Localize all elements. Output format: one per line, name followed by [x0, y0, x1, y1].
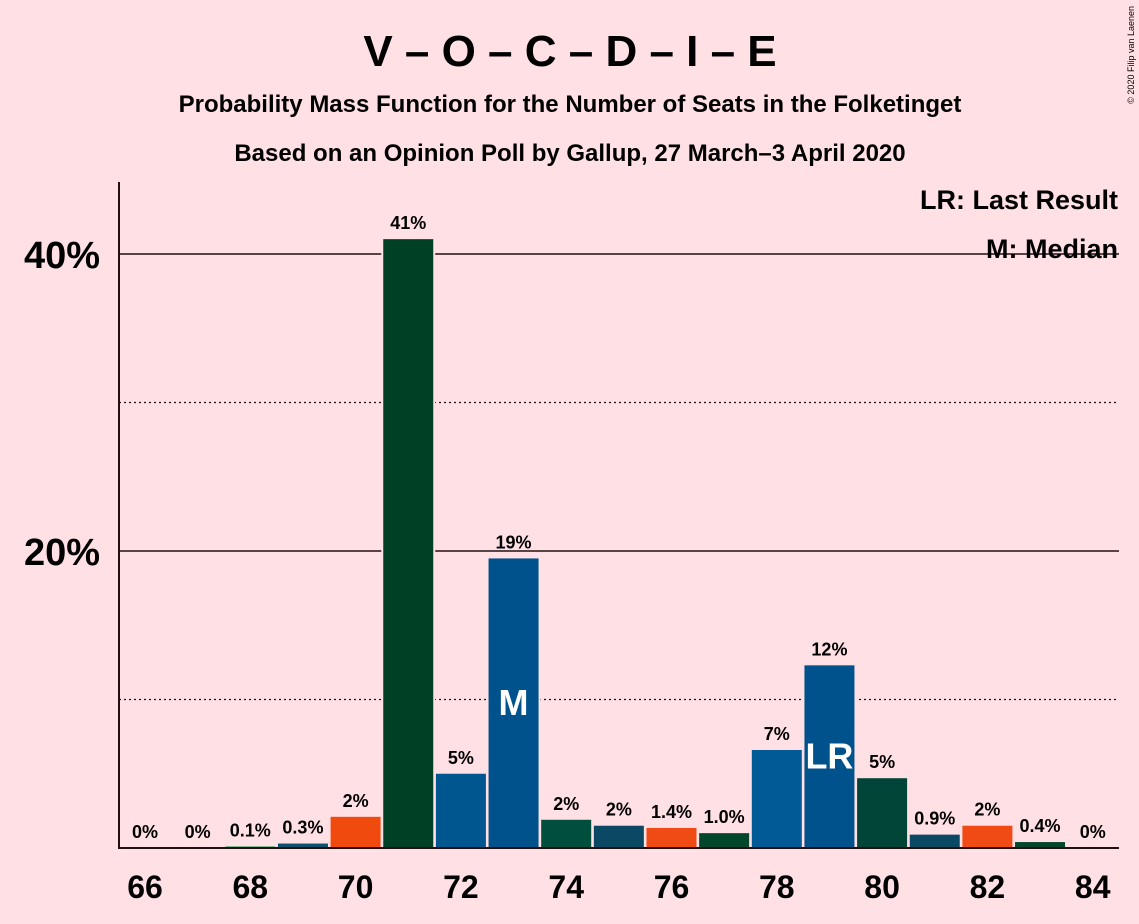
data-label: 2% [974, 800, 1000, 820]
x-tick-label: 76 [654, 869, 690, 905]
x-tick-label: 82 [970, 869, 1006, 905]
y-tick-label: 20% [24, 532, 100, 574]
bar [909, 834, 960, 848]
data-label: 1.4% [651, 802, 692, 822]
data-label: 0% [1080, 822, 1106, 842]
bar [435, 773, 486, 848]
data-label: 0% [132, 822, 158, 842]
data-label: 1.0% [704, 807, 745, 827]
bar [330, 816, 381, 848]
data-label: 2% [606, 800, 632, 820]
data-label: 0.3% [282, 818, 323, 838]
bar [277, 843, 328, 848]
bar-markers: M LR [499, 682, 854, 776]
x-tick-label: 80 [864, 869, 900, 905]
bar [1015, 842, 1066, 848]
bar [593, 825, 644, 848]
bars [225, 239, 1066, 848]
y-tick-labels: 20% 40% [24, 235, 100, 574]
data-label: 2% [553, 794, 579, 814]
data-label: 12% [811, 639, 847, 659]
copyright-note: © 2020 Filip van Laenen [1126, 6, 1136, 104]
chart-subtitle-1: Probability Mass Function for the Number… [179, 91, 962, 118]
x-tick-label: 84 [1075, 869, 1111, 905]
bar [699, 833, 750, 848]
legend-median: M: Median [986, 234, 1118, 264]
gridlines [119, 252, 1119, 701]
chart-title: V – O – C – D – I – E [363, 27, 776, 76]
x-tick-label: 70 [338, 869, 374, 905]
bar [383, 239, 434, 848]
data-label: 0.1% [230, 821, 271, 841]
bar [488, 558, 539, 848]
x-tick-labels: 66 68 70 72 74 76 78 80 82 84 [127, 869, 1110, 905]
chart-subtitle-2: Based on an Opinion Poll by Gallup, 27 M… [234, 140, 905, 167]
last-result-marker: LR [805, 736, 853, 777]
legend-last-result: LR: Last Result [920, 185, 1118, 215]
bar [804, 665, 855, 848]
data-label: 41% [390, 213, 426, 233]
bar [962, 825, 1013, 848]
x-tick-label: 74 [548, 869, 584, 905]
data-label: 7% [764, 724, 790, 744]
data-labels: 0% 0% 0.1% 0.3% 2% 41% 5% 19% 2% 2% 1.4% 1.0% 7% 12% 5… [132, 213, 1106, 842]
x-tick-label: 72 [443, 869, 479, 905]
bar [646, 827, 697, 848]
data-label: 0.4% [1020, 816, 1061, 836]
data-label: 5% [869, 752, 895, 772]
data-label: 2% [343, 791, 369, 811]
bar [751, 749, 802, 848]
data-label: 0% [185, 822, 211, 842]
bar [857, 778, 908, 848]
x-tick-label: 78 [759, 869, 795, 905]
data-label: 19% [496, 532, 532, 552]
data-label: 0.9% [914, 809, 955, 829]
bar [541, 819, 592, 848]
x-tick-label: 68 [233, 869, 269, 905]
x-tick-label: 66 [127, 869, 163, 905]
y-tick-label: 40% [24, 235, 100, 277]
data-label: 5% [448, 748, 474, 768]
median-marker: M [499, 682, 529, 723]
